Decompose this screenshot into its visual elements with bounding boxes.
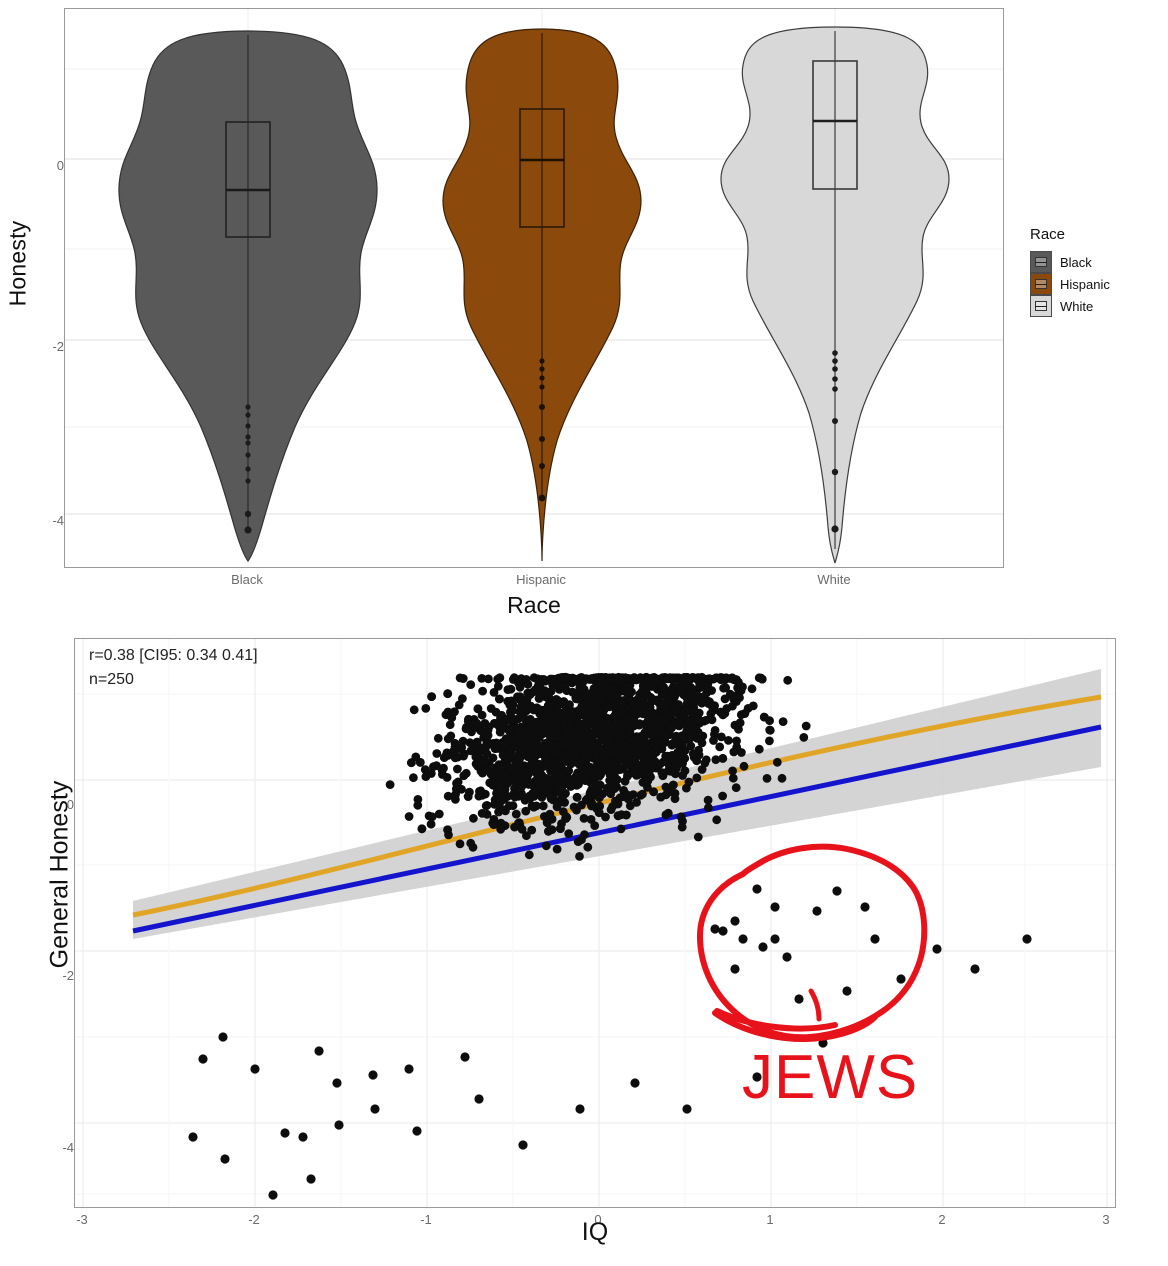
violin-y-tick-0: 0 bbox=[56, 158, 64, 173]
violin-x-tick-black: Black bbox=[231, 572, 263, 587]
violin-y-tick-minus4: -4 bbox=[52, 513, 64, 528]
violin-hispanic-outliers bbox=[538, 358, 546, 502]
violin-y-axis-ticks: 0 -2 -4 bbox=[28, 8, 64, 568]
scatter-y-axis-ticks: 0 -2 -4 bbox=[36, 638, 74, 1208]
legend-title: Race bbox=[1030, 226, 1066, 243]
scatter-x-axis-ticks: -3 -2 -1 0 1 2 3 bbox=[74, 1210, 1116, 1234]
scatter-plot-panel: r=0.38 [CI95: 0.34 0.41] n=250 bbox=[74, 638, 1116, 1208]
scatter-x-tick-3: 3 bbox=[1102, 1212, 1110, 1227]
legend-swatch-white bbox=[1030, 295, 1052, 317]
legend-item-black[interactable]: Black bbox=[1030, 251, 1160, 273]
scatter-y-tick-minus4: -4 bbox=[62, 1140, 74, 1155]
scatter-y-tick-0: 0 bbox=[66, 797, 74, 812]
violin-hispanic bbox=[442, 28, 642, 562]
violin-plot-panel bbox=[64, 8, 1004, 568]
scatter-x-tick-2: 2 bbox=[938, 1212, 946, 1227]
scatter-x-tick-1: 1 bbox=[766, 1212, 774, 1227]
scatter-chart-figure: General Honesty 0 -2 -4 r=0.38 [CI95: 0.… bbox=[0, 620, 1168, 1266]
violin-chart-figure: Honesty 0 -2 -4 bbox=[0, 0, 1168, 620]
scatter-x-tick-0: 0 bbox=[594, 1212, 602, 1227]
legend-label-black: Black bbox=[1060, 254, 1092, 270]
legend-label-white: White bbox=[1060, 298, 1094, 314]
violin-x-tick-white: White bbox=[817, 572, 851, 587]
jews-overlay-label: JEWS bbox=[742, 1043, 919, 1112]
violin-black bbox=[118, 30, 378, 563]
scatter-x-axis-label: IQ bbox=[581, 1218, 609, 1246]
legend-item-white[interactable]: White bbox=[1030, 295, 1160, 317]
legend: Race Black Hispanic White bbox=[1030, 226, 1160, 317]
violin-x-tick-hispanic: Hispanic bbox=[516, 572, 566, 587]
correlation-annotation: r=0.38 [CI95: 0.34 0.41] bbox=[89, 647, 258, 664]
scatter-plot-svg bbox=[75, 639, 1115, 1207]
legend-label-hispanic: Hispanic bbox=[1060, 276, 1110, 292]
violin-y-tick-minus2: -2 bbox=[52, 339, 64, 354]
scatter-x-tick-m2: -2 bbox=[248, 1212, 260, 1227]
violin-x-axis-ticks: Black Hispanic White bbox=[64, 568, 1004, 592]
legend-swatch-hispanic bbox=[1030, 273, 1052, 295]
scatter-points bbox=[188, 672, 1032, 1200]
scatter-x-tick-m1: -1 bbox=[420, 1212, 432, 1227]
violin-black-outliers bbox=[244, 404, 252, 534]
violin-x-axis-label: Race bbox=[507, 592, 561, 618]
scatter-y-tick-minus2: -2 bbox=[62, 968, 74, 983]
legend-item-hispanic[interactable]: Hispanic bbox=[1030, 273, 1160, 295]
sample-size-annotation: n=250 bbox=[89, 671, 134, 688]
violin-white-outliers bbox=[831, 350, 839, 533]
legend-swatch-black bbox=[1030, 251, 1052, 273]
scatter-x-tick-m3: -3 bbox=[76, 1212, 88, 1227]
violin-plot-svg bbox=[65, 9, 1003, 567]
violin-white bbox=[720, 26, 950, 564]
